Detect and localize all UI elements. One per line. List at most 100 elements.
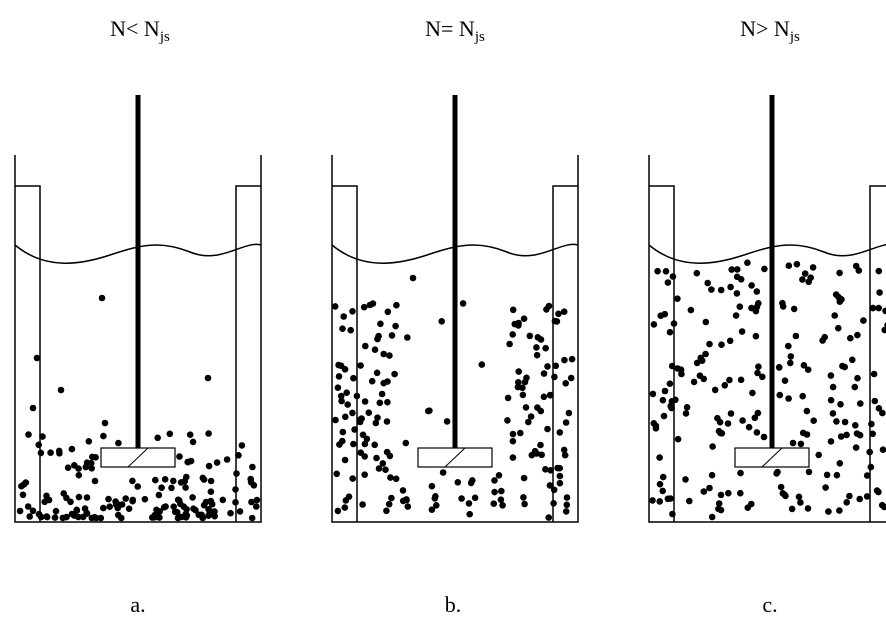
particle (122, 495, 129, 502)
particle (205, 506, 212, 513)
particle (804, 366, 812, 374)
particle (725, 489, 732, 497)
particle (183, 473, 190, 481)
particle (649, 390, 657, 398)
particle (801, 270, 809, 277)
particle (198, 511, 205, 519)
particle (878, 501, 886, 509)
particle (875, 405, 883, 412)
particle (459, 300, 467, 307)
particle (509, 331, 516, 338)
particle (187, 457, 195, 465)
particle (200, 501, 208, 509)
particle (542, 344, 549, 352)
particle (88, 465, 95, 472)
particle (875, 267, 883, 275)
particle (115, 439, 122, 447)
particle (359, 501, 366, 508)
particle (75, 465, 82, 472)
particle (360, 303, 368, 311)
particle (388, 332, 396, 339)
particle (852, 444, 860, 451)
particle (775, 364, 783, 371)
particle (388, 494, 395, 502)
particle (800, 362, 808, 369)
particle (154, 434, 161, 442)
particle (519, 391, 527, 399)
particle (509, 437, 517, 445)
particle (100, 504, 107, 512)
particle (785, 342, 792, 350)
particle (232, 499, 239, 506)
particle (374, 414, 381, 422)
title-sub: js (159, 29, 170, 45)
particle (37, 449, 45, 457)
particle (879, 446, 886, 453)
particle (509, 306, 517, 314)
particle (787, 359, 794, 367)
particle (105, 495, 112, 503)
particle (59, 514, 67, 522)
particle (385, 500, 393, 508)
particle (112, 498, 119, 505)
particle (843, 431, 850, 439)
particle (805, 468, 813, 476)
particle (349, 475, 357, 482)
particle (799, 276, 806, 283)
particle (334, 384, 342, 392)
particle (542, 466, 549, 473)
particle (353, 392, 361, 400)
particle (361, 440, 369, 448)
particle (356, 416, 364, 424)
particle (829, 410, 837, 417)
particle (776, 391, 784, 399)
particle (538, 451, 545, 459)
particle (706, 340, 713, 348)
particle (733, 273, 741, 281)
particle (659, 396, 667, 404)
particle (250, 482, 258, 489)
particle (863, 472, 871, 479)
particle (439, 469, 447, 476)
particle (478, 361, 486, 368)
particle (560, 446, 568, 454)
particle (174, 496, 182, 504)
particle (75, 471, 83, 479)
particle (71, 512, 78, 519)
particle (233, 470, 240, 477)
particle (827, 396, 835, 404)
particle (661, 387, 669, 395)
panel-label: c. (762, 592, 777, 617)
particle (732, 312, 740, 319)
particle (498, 487, 505, 495)
particle (114, 504, 121, 512)
particle (866, 448, 873, 456)
particle (373, 369, 381, 377)
particle (819, 337, 826, 344)
particle (560, 308, 568, 316)
particle (504, 394, 512, 402)
particle (854, 374, 861, 382)
particle (797, 499, 804, 506)
particle (708, 286, 715, 293)
particle (805, 278, 812, 286)
particle (176, 453, 183, 460)
particle (737, 469, 744, 477)
particle (347, 326, 355, 334)
particle (555, 310, 562, 318)
particle (521, 500, 528, 508)
particle (372, 419, 380, 427)
particle (737, 376, 745, 384)
particle (846, 492, 853, 500)
particle (379, 460, 387, 467)
particle (223, 456, 231, 463)
particle (682, 476, 689, 483)
particle (856, 431, 864, 439)
particle (836, 507, 843, 514)
particle (339, 437, 346, 445)
particle (854, 331, 861, 339)
particle (749, 389, 756, 397)
particle (467, 479, 475, 487)
particle (563, 494, 571, 501)
particle (693, 269, 701, 277)
